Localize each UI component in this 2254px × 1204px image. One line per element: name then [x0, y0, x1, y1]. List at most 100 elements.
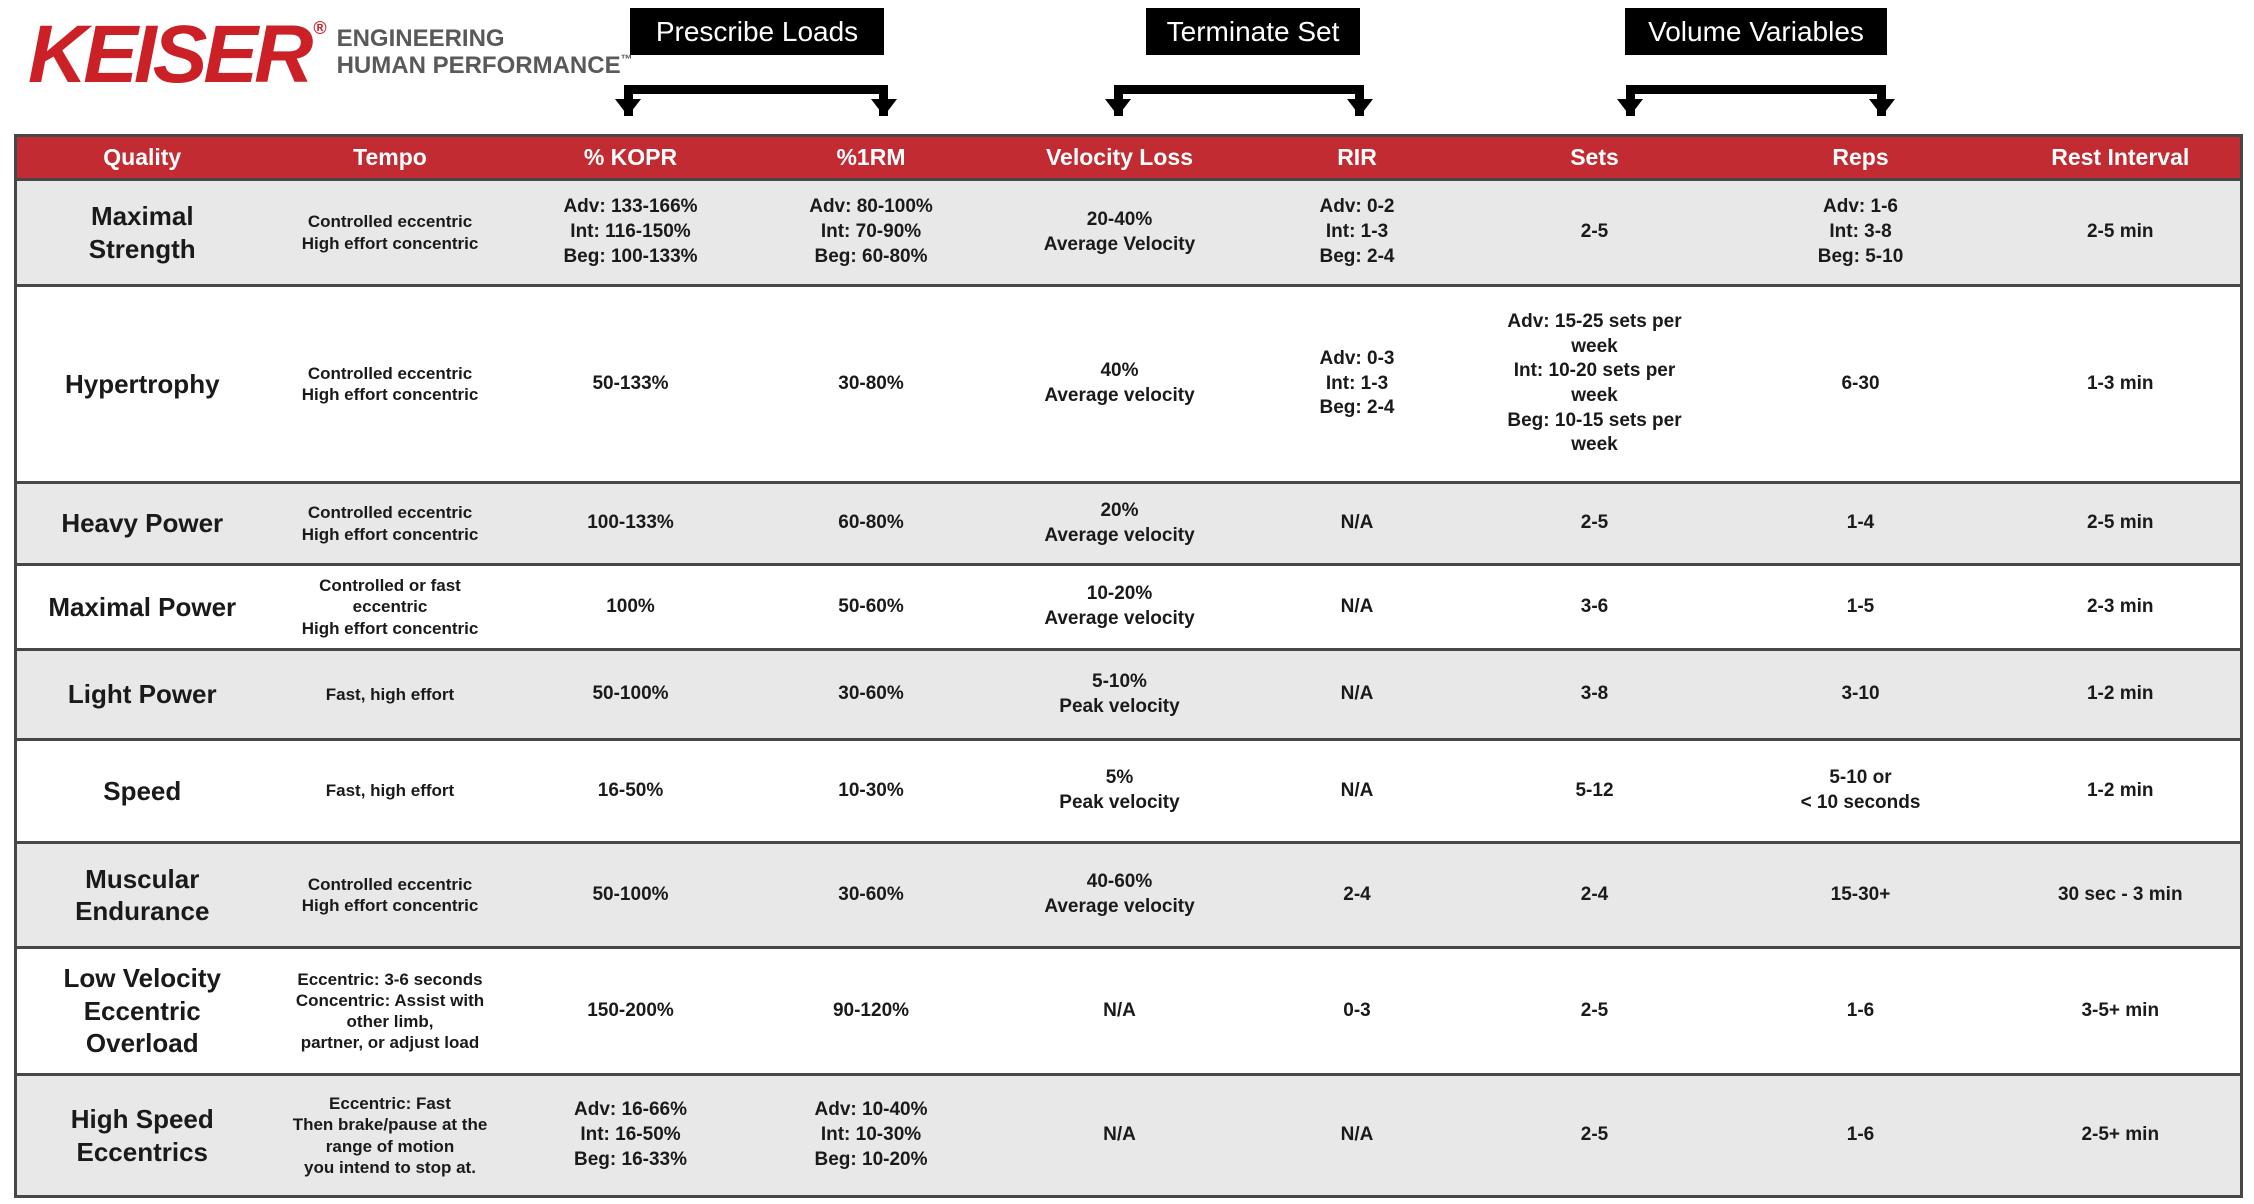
- cell-reps: 1-6: [1846, 1124, 1875, 1146]
- cell-sets: 3-6: [1580, 595, 1609, 617]
- down-arrow-icon: [1347, 99, 1373, 116]
- cell-rir: N/A: [1340, 779, 1374, 801]
- registered-trademark-symbol: ®: [313, 18, 326, 38]
- keiser-logo-text: KEISER: [28, 9, 313, 100]
- cell-sets: Adv: 15-25 sets per week Int: 10-20 sets…: [1507, 310, 1682, 456]
- down-arrow-icon: [615, 99, 641, 116]
- cell-rest-interval: 3-5+ min: [2081, 999, 2160, 1021]
- cell-kopr: 100-133%: [587, 512, 674, 534]
- cell-sets: 2-5: [1580, 512, 1609, 534]
- cell-quality: Heavy Power: [61, 508, 224, 539]
- callout-label: Volume Variables: [1648, 15, 1864, 47]
- cell-rest-interval: 2-5+ min: [2081, 1124, 2160, 1146]
- cell-reps: Adv: 1-6 Int: 3-8 Beg: 5-10: [1817, 196, 1904, 267]
- column-header-tempo: Tempo: [267, 135, 513, 180]
- cell-reps: 15-30+: [1830, 883, 1891, 905]
- down-arrow-icon: [871, 99, 897, 116]
- cell-quality: Low Velocity Eccentric Overload: [63, 963, 222, 1059]
- cell-tempo: Controlled eccentric High effort concent…: [301, 874, 479, 915]
- table-row: Muscular Endurance Controlled eccentric H…: [15, 842, 2242, 948]
- column-header-rest-interval: Rest Interval: [2000, 135, 2242, 180]
- bracket-arm: [1347, 85, 1373, 116]
- cell-velocity-loss: 40-60% Average velocity: [1044, 871, 1195, 917]
- tagline-line1: ENGINEERING: [336, 25, 505, 52]
- cell-rir: 2-4: [1343, 883, 1371, 905]
- cell-velocity-loss: 20-40% Average Velocity: [1043, 208, 1196, 255]
- cell-velocity-loss: 5-10% Peak velocity: [1059, 670, 1180, 717]
- cell-rir: N/A: [1340, 595, 1374, 617]
- tagline-line2: HUMAN PERFORMANCE™: [336, 51, 633, 79]
- bracket-bar: [624, 85, 888, 94]
- cell-kopr: 50-133%: [592, 372, 669, 394]
- bracket-arm: [1105, 85, 1131, 116]
- cell-reps: 1-6: [1846, 999, 1875, 1021]
- cell-one-rm: 60-80%: [838, 512, 904, 534]
- column-header-reps: Reps: [1720, 135, 2001, 180]
- cell-kopr: Adv: 16-66% Int: 16-50% Beg: 16-33%: [574, 1099, 687, 1170]
- bracket-arm: [1869, 85, 1895, 116]
- cell-sets: 2-5: [1580, 999, 1609, 1021]
- cell-sets: 2-5: [1580, 221, 1609, 243]
- bracket-arm: [871, 85, 897, 116]
- cell-one-rm: 30-80%: [838, 372, 904, 394]
- column-header-1rm: %1RM: [748, 135, 994, 180]
- brand-tagline: ENGINEERING HUMAN PERFORMANCE™: [337, 16, 633, 80]
- table-row: Speed Fast, high effort 16-50% 10-30% 5% Pea…: [15, 739, 2242, 843]
- column-header-kopr: % KOPR: [512, 135, 749, 180]
- table-row: Maximal Power Controlled or fast eccentri…: [15, 564, 2242, 650]
- cell-tempo: Controlled or fast eccentric High effort…: [301, 576, 479, 638]
- cell-quality: High Speed Eccentrics: [70, 1104, 214, 1167]
- table-row: Heavy Power Controlled eccentric High eff…: [15, 482, 2242, 565]
- cell-quality: Muscular Endurance: [75, 863, 210, 927]
- bracket-bar: [1114, 85, 1364, 94]
- cell-kopr: 16-50%: [597, 779, 664, 801]
- header-row: Quality Tempo % KOPR %1RM Velocity Loss …: [15, 135, 2242, 180]
- cell-velocity-loss: N/A: [1103, 1124, 1136, 1146]
- prescribe-loads-bracket-arrows: [615, 85, 897, 133]
- cell-tempo: Eccentric: 3-6 seconds Concentric: Assis…: [295, 969, 485, 1053]
- cell-sets: 2-4: [1580, 883, 1609, 905]
- cell-one-rm: 90-120%: [832, 999, 910, 1021]
- callout-volume-variables: Volume Variables: [1625, 8, 1887, 55]
- cell-rir: Adv: 0-3 Int: 1-3 Beg: 2-4: [1319, 347, 1395, 419]
- cell-rest-interval: 2-5 min: [2086, 221, 2154, 243]
- table-row: Maximal Strength Controlled eccentric Hig…: [15, 179, 2242, 286]
- cell-velocity-loss: 5% Peak velocity: [1059, 767, 1180, 813]
- cell-rest-interval: 1-3 min: [2086, 372, 2154, 394]
- training-variables-table: Quality Tempo % KOPR %1RM Velocity Loss …: [14, 134, 2243, 1198]
- bracket-bar: [1626, 85, 1886, 94]
- cell-one-rm: Adv: 80-100% Int: 70-90% Beg: 60-80%: [809, 196, 933, 267]
- cell-velocity-loss: 20% Average velocity: [1044, 499, 1195, 546]
- cell-velocity-loss: 40% Average velocity: [1044, 360, 1195, 406]
- cell-sets: 3-8: [1580, 683, 1609, 705]
- cell-one-rm: 30-60%: [838, 683, 904, 705]
- cell-quality: Speed: [103, 775, 182, 806]
- cell-rir: N/A: [1340, 1124, 1374, 1146]
- cell-sets: 2-5: [1580, 1124, 1609, 1146]
- volume-variables-bracket-arrows: [1617, 85, 1895, 133]
- cell-one-rm: 30-60%: [838, 883, 904, 905]
- keiser-logo: KEISER ® ENGINEERING HUMAN PERFORMANCE™: [28, 14, 633, 96]
- cell-kopr: Adv: 133-166% Int: 116-150% Beg: 100-133…: [563, 196, 698, 267]
- column-header-rir: RIR: [1245, 135, 1469, 180]
- bracket-arm: [615, 85, 641, 116]
- down-arrow-icon: [1869, 99, 1895, 116]
- cell-tempo: Eccentric: Fast Then brake/pause at the …: [292, 1094, 488, 1177]
- trademark-symbol: ™: [620, 51, 633, 66]
- cell-tempo: Controlled eccentric High effort concent…: [301, 363, 479, 404]
- cell-tempo: Fast, high effort: [325, 781, 455, 801]
- cell-reps: 3-10: [1841, 683, 1880, 705]
- column-header-sets: Sets: [1468, 135, 1721, 180]
- cell-quality: Maximal Strength: [88, 201, 196, 264]
- cell-reps: 5-10 or < 10 seconds: [1800, 767, 1921, 813]
- cell-reps: 6-30: [1841, 372, 1880, 394]
- cell-rest-interval: 30 sec - 3 min: [2057, 883, 2183, 905]
- cell-reps: 1-4: [1846, 512, 1875, 534]
- callout-label: Terminate Set: [1166, 15, 1340, 47]
- table-row: Light Power Fast, high effort 50-100% 30-60…: [15, 649, 2242, 740]
- terminate-set-bracket-arrows: [1105, 85, 1373, 133]
- table-row: Low Velocity Eccentric Overload Eccentric…: [15, 947, 2242, 1075]
- callout-terminate-set: Terminate Set: [1146, 8, 1360, 55]
- callout-label: Prescribe Loads: [655, 15, 859, 47]
